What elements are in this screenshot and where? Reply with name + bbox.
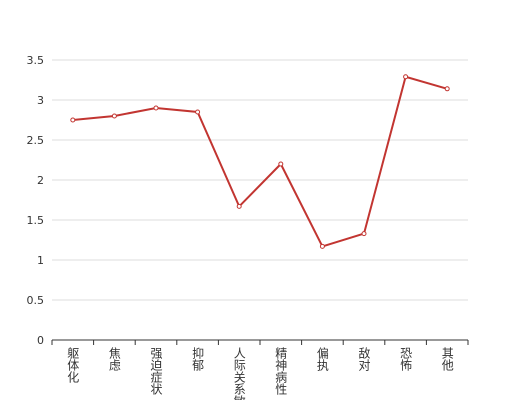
x-tick-label: 躯体化 xyxy=(66,346,80,384)
point xyxy=(70,117,76,123)
point xyxy=(319,243,325,249)
point xyxy=(444,86,450,92)
y-tick-label: 3 xyxy=(37,94,44,107)
y-tick-label: 1.5 xyxy=(27,214,45,227)
y-tick-label: 0 xyxy=(37,334,44,347)
line xyxy=(72,75,448,248)
x-tick-label: 其他 xyxy=(440,347,454,371)
x-tick-label: 恐怖 xyxy=(399,347,413,371)
x-tick-label: 抑郁 xyxy=(191,346,205,372)
y-tick-label: 1 xyxy=(37,254,44,267)
x-tick-label: 强迫症状 xyxy=(149,347,163,395)
point xyxy=(153,105,159,111)
x-tick-label: 敌对 xyxy=(357,346,371,371)
point xyxy=(236,203,242,209)
point xyxy=(361,231,367,237)
point xyxy=(278,161,284,167)
point xyxy=(195,109,201,115)
x-tick-label: 精神病性 xyxy=(274,347,288,396)
y-tick-label: 3.5 xyxy=(27,54,45,67)
y-tick-label: 2 xyxy=(37,174,44,187)
y-tick-label: 2.5 xyxy=(27,134,45,147)
y-tick-label: 0.5 xyxy=(27,294,45,307)
point xyxy=(111,113,117,119)
x-tick-label: 人际关系敏感 xyxy=(232,347,246,400)
point xyxy=(403,74,409,80)
x-tick-label: 焦虑 xyxy=(107,347,121,371)
x-tick-label: 偏执 xyxy=(315,346,329,372)
